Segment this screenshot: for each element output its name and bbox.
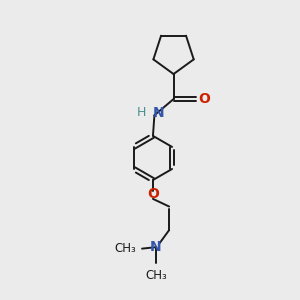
Text: CH₃: CH₃	[114, 242, 136, 255]
Text: N: N	[150, 240, 162, 254]
Text: H: H	[137, 106, 146, 119]
Text: CH₃: CH₃	[145, 269, 167, 282]
Text: O: O	[198, 92, 210, 106]
Text: O: O	[147, 187, 159, 201]
Text: N: N	[153, 106, 165, 120]
